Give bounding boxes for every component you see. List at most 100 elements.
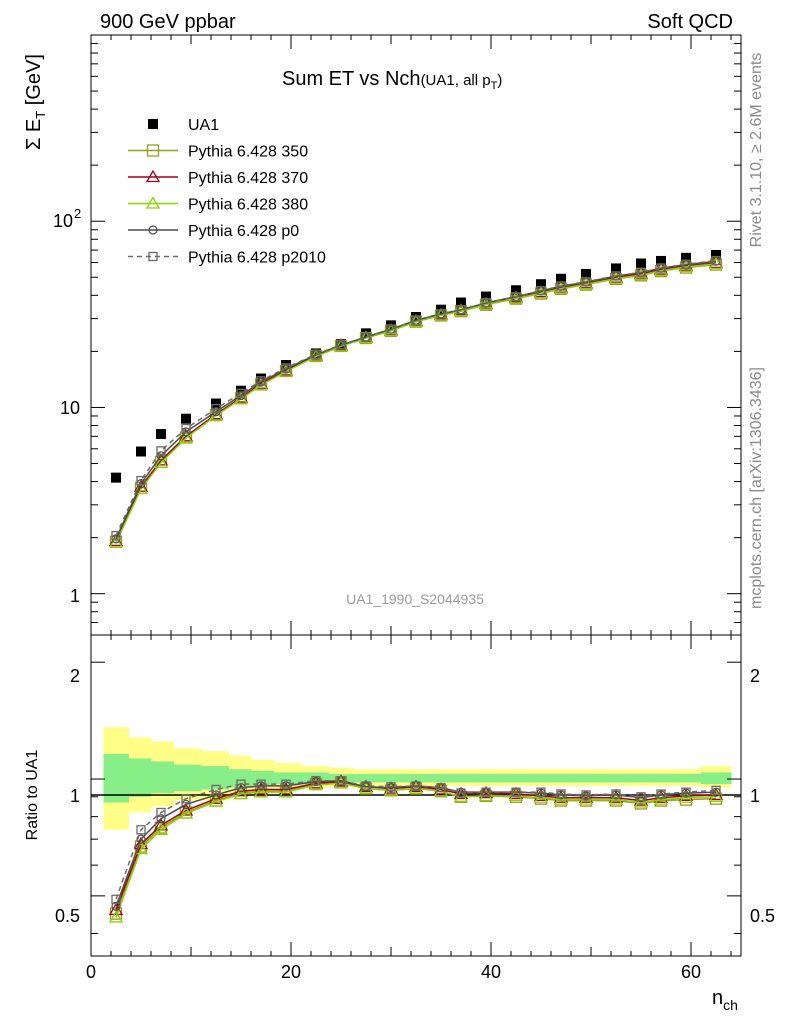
legend: UA1 Pythia 6.428 350 Pythia 6.428 370 Pythi…	[128, 117, 326, 267]
ratio-point	[711, 785, 721, 796]
series-pythia-6-428-p2010	[111, 255, 721, 541]
ratio-point	[256, 779, 266, 789]
ratio-y-axis-label: Ratio to UA1	[24, 750, 41, 841]
data-point	[281, 363, 291, 373]
data-point	[556, 273, 566, 284]
y-tick-label-100-base: 10	[53, 211, 73, 231]
ratio-axis-ticks	[90, 635, 741, 956]
ratio-point	[536, 787, 546, 797]
header-right: Soft QCD	[647, 11, 733, 33]
data-point	[611, 263, 621, 274]
ratio-point	[656, 789, 666, 799]
main-panel: 1 10 10 2 Σ ET [GeV] Sum ET vs Nch(UA1, …	[23, 34, 742, 636]
data-point	[236, 388, 246, 399]
data-point	[133, 481, 149, 495]
ratio-point	[178, 806, 194, 819]
ratio-y-tick-label-1: 1	[70, 786, 80, 806]
data-point	[256, 376, 266, 386]
ratio-series-pythia-6-428-p2010	[111, 776, 721, 904]
ratio-point	[361, 781, 371, 791]
legend-entry: Pythia 6.428 p0	[128, 223, 299, 240]
ratio-line	[115, 782, 717, 918]
ratio-point	[408, 781, 424, 794]
ratio-y-tick-label-2: 2	[70, 666, 80, 686]
data-point	[636, 267, 646, 277]
series-pythia-6-428-p0	[111, 256, 721, 544]
ratio-point	[236, 779, 246, 789]
y-tick-label-10: 10	[60, 398, 80, 418]
legend-marker	[145, 169, 161, 183]
ratio-point	[208, 794, 224, 807]
legend-marker	[146, 144, 160, 157]
legend-marker	[145, 196, 161, 209]
data-point	[336, 340, 346, 350]
data-point	[153, 455, 169, 468]
ratio-point	[111, 901, 121, 911]
data-point	[456, 297, 466, 308]
ratio-point	[708, 789, 724, 802]
legend-entry: Pythia 6.428 370	[128, 169, 308, 187]
data-point	[681, 252, 691, 263]
data-point	[581, 277, 591, 287]
legend-entry: Pythia 6.428 380	[128, 196, 308, 214]
data-point	[536, 279, 546, 290]
legend-label: Pythia 6.428 380	[188, 197, 308, 214]
series-line	[115, 259, 717, 536]
data-point	[536, 285, 546, 296]
ratio-y-tick-label-right-0.5: 0.5	[750, 906, 775, 926]
data-point	[581, 268, 591, 279]
ratio-y-tick-label-right-1: 1	[750, 786, 760, 806]
legend-label: Pythia 6.428 p0	[188, 223, 299, 240]
ratio-point	[508, 786, 524, 800]
data-point	[136, 475, 146, 486]
data-point	[578, 276, 594, 290]
ratio-point	[311, 776, 321, 786]
x-tick-label-0: 0	[86, 962, 96, 982]
analysis-id: UA1_1990_S2044935	[346, 591, 484, 607]
ratio-point	[636, 792, 646, 802]
data-point	[511, 292, 521, 302]
series-line	[115, 260, 717, 540]
main-series-group	[108, 249, 724, 548]
ratio-point	[233, 786, 249, 800]
data-point	[311, 348, 321, 359]
header-left: 900 GeV ppbar	[100, 11, 236, 33]
data-point	[211, 398, 221, 409]
legend-entry: Pythia 6.428 350	[128, 144, 308, 161]
ratio-point	[211, 784, 221, 795]
uncertainty-band	[528, 774, 552, 783]
uncertainty-band	[228, 769, 252, 788]
data-point	[681, 259, 691, 269]
uncertainty-band	[628, 774, 652, 783]
ratio-point	[608, 792, 624, 805]
ratio-bands	[103, 727, 732, 830]
uncertainty-band	[173, 764, 202, 792]
legend-marker	[148, 225, 158, 235]
ratio-point	[533, 790, 549, 803]
legend-label: Pythia 6.428 350	[188, 144, 308, 161]
data-point	[181, 413, 191, 424]
main-axis-ticks	[90, 35, 741, 636]
uncertainty-band	[551, 774, 574, 783]
data-point	[311, 349, 321, 359]
data-point	[411, 315, 421, 326]
ratio-point	[156, 814, 166, 824]
ratio-point	[581, 790, 591, 800]
data-point	[181, 423, 191, 434]
uncertainty-band	[473, 774, 502, 783]
ratio-point	[156, 807, 166, 818]
data-point	[156, 451, 166, 461]
x-axis-label: nch	[712, 987, 738, 1013]
ratio-point	[453, 786, 469, 800]
ratio-point	[181, 794, 191, 804]
uncertainty-band	[201, 766, 229, 790]
legend-marker	[148, 119, 158, 129]
ratio-point	[154, 821, 168, 834]
ratio-point	[153, 822, 169, 835]
y-tick-label-1: 1	[70, 586, 80, 606]
data-point	[456, 305, 466, 315]
ratio-point	[611, 789, 621, 799]
series-line	[115, 263, 717, 543]
ratio-point	[111, 894, 121, 904]
series-pythia-6-428-370	[108, 255, 724, 547]
